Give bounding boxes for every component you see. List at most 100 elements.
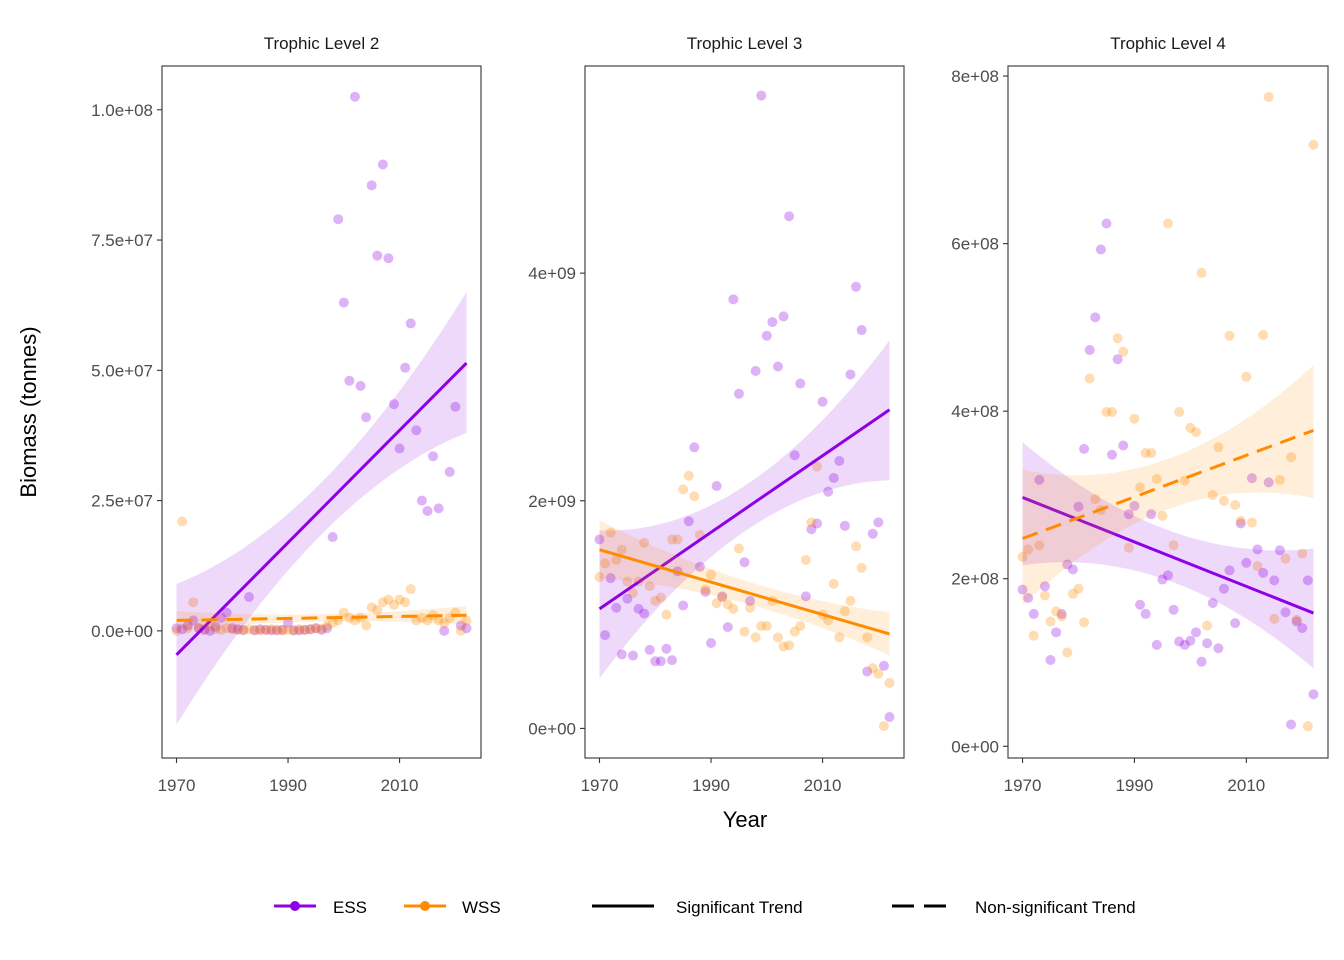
- point-ess-1976: [204, 625, 215, 636]
- point-ess-1992: [717, 591, 728, 602]
- point-ess-2012: [405, 318, 416, 329]
- point-ess-1995: [733, 388, 744, 399]
- point-wss-2020: [1297, 548, 1308, 559]
- point-ess-2019: [444, 466, 455, 477]
- point-ess-2019: [1291, 616, 1302, 627]
- x-tick-label: 1970: [1004, 776, 1042, 795]
- legend-key-ess-point: [290, 901, 300, 911]
- point-ess-2021: [1302, 575, 1313, 586]
- point-wss-1970: [1017, 551, 1028, 562]
- point-ess-2012: [828, 473, 839, 484]
- point-wss-1980: [650, 595, 661, 606]
- point-wss-2007: [1224, 330, 1235, 341]
- point-wss-1980: [227, 624, 238, 635]
- point-wss-1990: [283, 624, 294, 635]
- point-wss-2019: [1291, 614, 1302, 625]
- point-wss-1972: [182, 623, 193, 634]
- point-wss-2014: [1263, 91, 1274, 102]
- trend-line-wss: [599, 548, 890, 636]
- point-wss-2004: [361, 620, 372, 631]
- x-tick-label: 2010: [804, 776, 842, 795]
- point-ess-2017: [433, 503, 444, 514]
- point-ess-2003: [355, 380, 366, 391]
- point-wss-2006: [1218, 495, 1229, 506]
- point-wss-2005: [366, 602, 377, 613]
- point-wss-2014: [839, 606, 850, 617]
- legend-item-ess: ESS: [274, 898, 367, 917]
- point-ess-2001: [767, 317, 778, 328]
- point-wss-1985: [255, 625, 266, 636]
- point-wss-2017: [1280, 553, 1291, 564]
- point-ess-1988: [1118, 440, 1129, 451]
- legend-item-significant: Significant Trend: [592, 898, 803, 917]
- point-ess-1973: [1034, 474, 1045, 485]
- point-ess-2021: [455, 620, 466, 631]
- point-ess-1987: [689, 442, 700, 453]
- point-ess-2018: [1286, 719, 1297, 730]
- point-wss-1978: [1062, 647, 1073, 658]
- legend-item-nonsignificant: Non-significant Trend: [892, 898, 1136, 917]
- point-ess-2017: [1280, 607, 1291, 618]
- point-ess-2001: [1190, 627, 1201, 638]
- x-tick-label: 1990: [269, 776, 307, 795]
- point-ess-1996: [1163, 570, 1173, 581]
- point-wss-1984: [672, 534, 683, 545]
- x-tick-label: 1970: [158, 776, 196, 795]
- point-ess-2022: [884, 712, 895, 723]
- point-ess-1993: [722, 622, 733, 633]
- point-wss-2002: [1196, 267, 1207, 278]
- point-ess-1984: [1095, 244, 1106, 255]
- point-wss-2003: [778, 641, 789, 652]
- point-wss-2005: [789, 626, 800, 637]
- point-wss-2012: [828, 578, 839, 589]
- point-ess-2019: [867, 528, 878, 539]
- point-wss-1983: [667, 534, 677, 545]
- point-ess-1997: [745, 595, 756, 606]
- point-wss-2021: [1302, 721, 1313, 732]
- point-wss-1982: [238, 625, 249, 636]
- plot-area: [594, 90, 895, 732]
- point-ess-2015: [422, 506, 433, 517]
- point-ess-1983: [244, 591, 254, 602]
- point-ess-1988: [271, 625, 282, 636]
- point-ess-2020: [873, 517, 884, 528]
- point-ess-2020: [450, 401, 461, 412]
- point-wss-1996: [1163, 218, 1173, 229]
- point-ess-1974: [1039, 581, 1050, 592]
- point-ess-2004: [361, 412, 372, 423]
- point-wss-1986: [260, 624, 271, 635]
- point-ess-1983: [667, 655, 677, 666]
- point-wss-2018: [862, 632, 873, 643]
- point-wss-2009: [812, 461, 822, 472]
- point-wss-1972: [1028, 630, 1039, 641]
- point-ess-1977: [633, 603, 644, 614]
- point-wss-1993: [1146, 448, 1157, 459]
- point-wss-1986: [1107, 407, 1118, 417]
- point-wss-2010: [394, 594, 405, 605]
- point-ess-2014: [1263, 477, 1274, 488]
- point-ess-1980: [650, 656, 661, 667]
- point-ess-2010: [817, 396, 828, 407]
- point-ess-1992: [294, 625, 305, 636]
- point-wss-2018: [439, 618, 450, 629]
- point-wss-1983: [244, 624, 254, 635]
- point-ess-1970: [171, 623, 182, 634]
- point-ess-2008: [806, 524, 817, 535]
- point-ess-1971: [600, 630, 611, 641]
- point-wss-1988: [1118, 346, 1129, 357]
- point-wss-1973: [188, 597, 199, 608]
- point-wss-1981: [1079, 617, 1090, 628]
- point-wss-2006: [372, 605, 383, 616]
- point-ess-1985: [678, 600, 689, 611]
- point-ess-1989: [277, 624, 288, 635]
- point-wss-2014: [416, 612, 427, 623]
- point-ess-2009: [812, 518, 822, 529]
- point-ess-1983: [1090, 312, 1101, 323]
- point-ess-1992: [1140, 608, 1151, 619]
- point-ess-2000: [1185, 635, 1196, 646]
- point-wss-2002: [772, 632, 783, 643]
- legend-key-wss-point: [420, 901, 430, 911]
- point-wss-1995: [733, 543, 744, 554]
- point-wss-1973: [611, 554, 622, 565]
- point-wss-1978: [216, 624, 227, 635]
